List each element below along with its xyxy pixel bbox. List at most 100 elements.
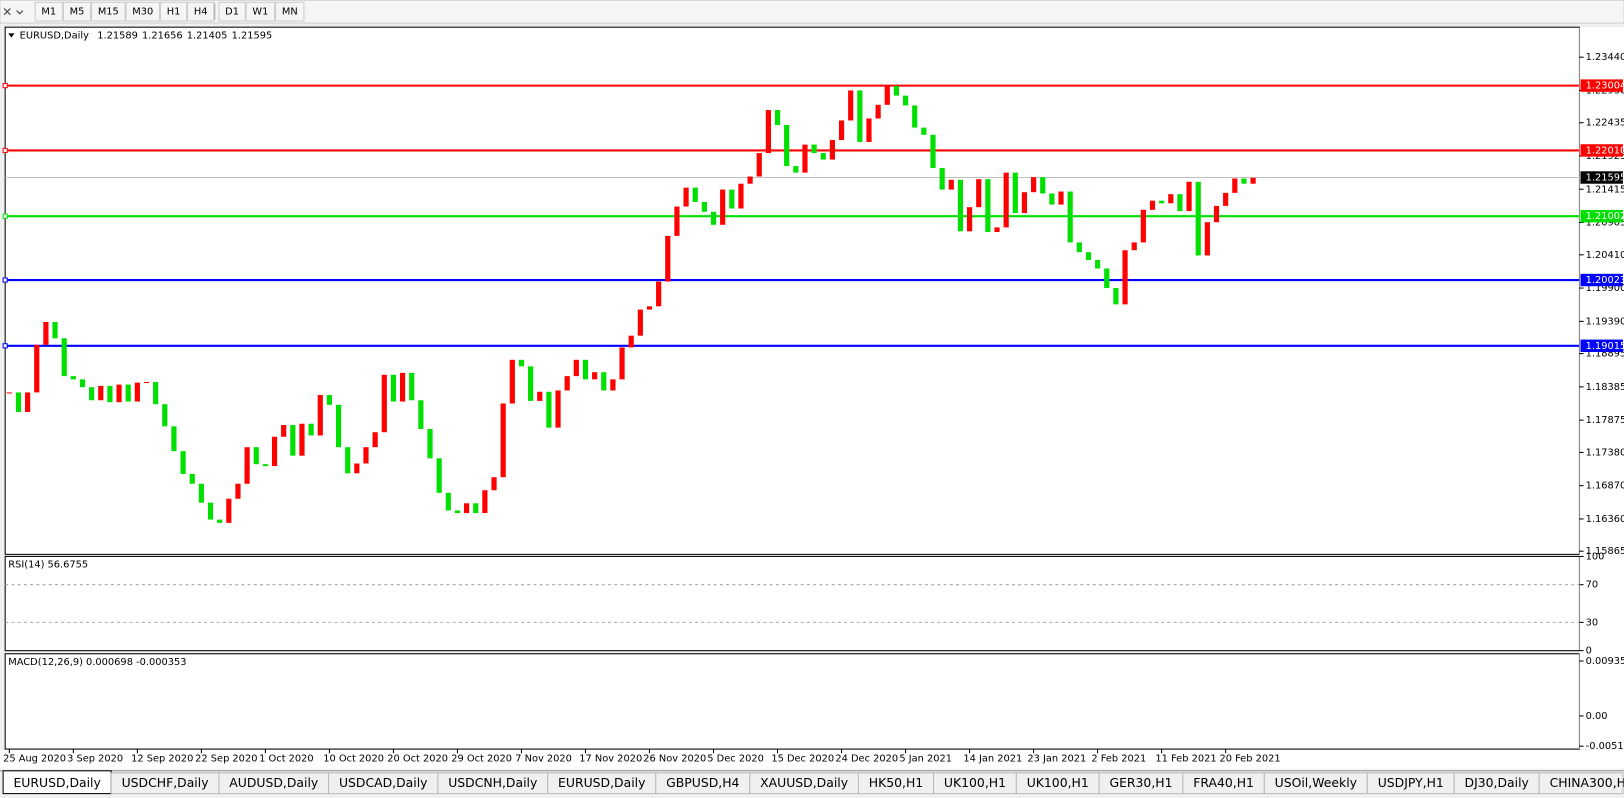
timeframe-frame[interactable]: [245, 1, 276, 22]
tab-label[interactable]: GER30,H1: [1109, 775, 1172, 790]
date-label: 5 Dec 2020: [707, 753, 764, 764]
candle-body: [637, 309, 643, 336]
candle-body: [34, 344, 40, 393]
price-tick-label: 1.16360: [1586, 514, 1624, 525]
date-label: 25 Aug 2020: [3, 753, 66, 764]
tab-label[interactable]: UK100,H1: [1027, 775, 1089, 790]
tab-label[interactable]: EURUSD,Daily: [558, 775, 645, 790]
candle-body: [207, 502, 214, 520]
candle-body: [665, 235, 671, 282]
candle-body: [1250, 177, 1256, 184]
tab-label[interactable]: USDJPY,H1: [1378, 775, 1444, 790]
candle-body: [89, 387, 95, 401]
candle-body: [729, 189, 735, 209]
tab-label[interactable]: CHINA300,H1: [1550, 775, 1624, 790]
timeframe-button[interactable]: M30: [132, 7, 153, 18]
timeframe-button[interactable]: H4: [194, 7, 208, 18]
candle-body: [674, 206, 680, 236]
timeframe-frame[interactable]: [91, 1, 126, 22]
candle-body: [555, 390, 561, 428]
price-tick-label: 1.17380: [1586, 447, 1624, 458]
tab-label[interactable]: FRA40,H1: [1193, 775, 1254, 790]
timeframe-frame[interactable]: [187, 1, 215, 22]
tab-label[interactable]: AUDUSD,Daily: [229, 775, 318, 790]
candle-body: [921, 127, 927, 135]
candle-body: [1213, 205, 1220, 223]
current-price-box: [1580, 171, 1623, 184]
candle-body: [61, 338, 67, 377]
candle-body: [162, 404, 168, 427]
candle-body: [1131, 242, 1137, 251]
timeframe-frame[interactable]: [160, 1, 188, 22]
timeframe-frame[interactable]: [62, 1, 92, 22]
header-arrow: [8, 33, 15, 38]
timeframe-frame[interactable]: [125, 1, 161, 22]
tab[interactable]: [1538, 772, 1624, 795]
toolbar-icon[interactable]: [3, 8, 24, 16]
level-box: [1580, 144, 1623, 157]
candle-body: [957, 179, 964, 232]
tab-label[interactable]: DJ30,Daily: [1465, 775, 1529, 790]
rsi-tick-label: 100: [1586, 551, 1605, 562]
price-tick-label: 1.16870: [1586, 481, 1624, 492]
candle-body: [710, 211, 717, 225]
candle-body: [1177, 194, 1183, 212]
tab-label[interactable]: USOil,Weekly: [1275, 775, 1357, 790]
candle-body: [43, 321, 49, 345]
tab-label[interactable]: USDCAD,Daily: [339, 775, 428, 790]
level-label: 1.21002: [1586, 211, 1624, 222]
candle-body: [528, 366, 534, 401]
candle-body: [180, 451, 186, 474]
timeframe-button[interactable]: W1: [252, 7, 268, 18]
candle-body: [418, 400, 424, 429]
date-label: 2 Feb 2021: [1091, 753, 1146, 764]
candle-body: [70, 376, 76, 380]
timeframe-button[interactable]: H1: [167, 7, 181, 18]
timeframe-button[interactable]: M15: [98, 7, 119, 18]
candle-body: [610, 379, 616, 391]
rsi-title: RSI(14) 56.6755: [8, 560, 88, 571]
tab-label[interactable]: EURUSD,Daily: [13, 775, 100, 790]
candle-body: [564, 376, 570, 391]
candle-body: [619, 347, 625, 380]
rsi-tick-label: 70: [1586, 580, 1599, 591]
candle-body: [939, 168, 945, 190]
tab-label[interactable]: XAUUSD,Daily: [760, 775, 848, 790]
tab-label[interactable]: GBPUSD,H4: [666, 775, 739, 790]
candle-body: [930, 134, 936, 169]
candle-body: [765, 110, 771, 154]
timeframe-button[interactable]: MN: [282, 7, 298, 18]
date-label: 11 Feb 2021: [1155, 753, 1216, 764]
tab-label[interactable]: USDCHF,Daily: [122, 775, 209, 790]
candle-body: [326, 395, 332, 405]
timeframe-frame[interactable]: [34, 1, 63, 22]
date-label: 12 Sep 2020: [131, 753, 193, 764]
candle-body: [189, 473, 195, 484]
tab-label[interactable]: HK50,H1: [869, 775, 923, 790]
tab-label[interactable]: UK100,H1: [944, 775, 1006, 790]
timeframe-button[interactable]: D1: [225, 7, 239, 18]
candle-body: [271, 436, 278, 467]
timeframe-frame[interactable]: [218, 1, 246, 22]
candle-body: [399, 372, 406, 402]
timeframe-button[interactable]: M1: [41, 7, 56, 18]
candle-body: [793, 166, 799, 173]
level-box: [1580, 209, 1623, 223]
level-label: 1.20023: [1586, 275, 1624, 286]
candle-body: [107, 385, 113, 403]
candle-body: [6, 392, 12, 394]
macd-tick-label: 0.009354: [1586, 656, 1624, 667]
price-tick-label: 1.19900: [1586, 283, 1624, 294]
tab-label[interactable]: USDCNH,Daily: [448, 775, 537, 790]
candle-body: [445, 492, 451, 511]
candle-body: [582, 359, 589, 380]
timeframe-frame[interactable]: [275, 1, 305, 22]
candle-body: [1012, 172, 1018, 214]
timeframe-button[interactable]: M5: [70, 7, 85, 18]
ohlc-value: 1.21656: [142, 30, 183, 41]
date-label: 20 Oct 2020: [387, 753, 448, 764]
candle-body: [235, 483, 241, 499]
candle-body: [116, 384, 122, 403]
price-tick-label: 1.17875: [1586, 415, 1624, 426]
candle-body: [966, 207, 973, 232]
